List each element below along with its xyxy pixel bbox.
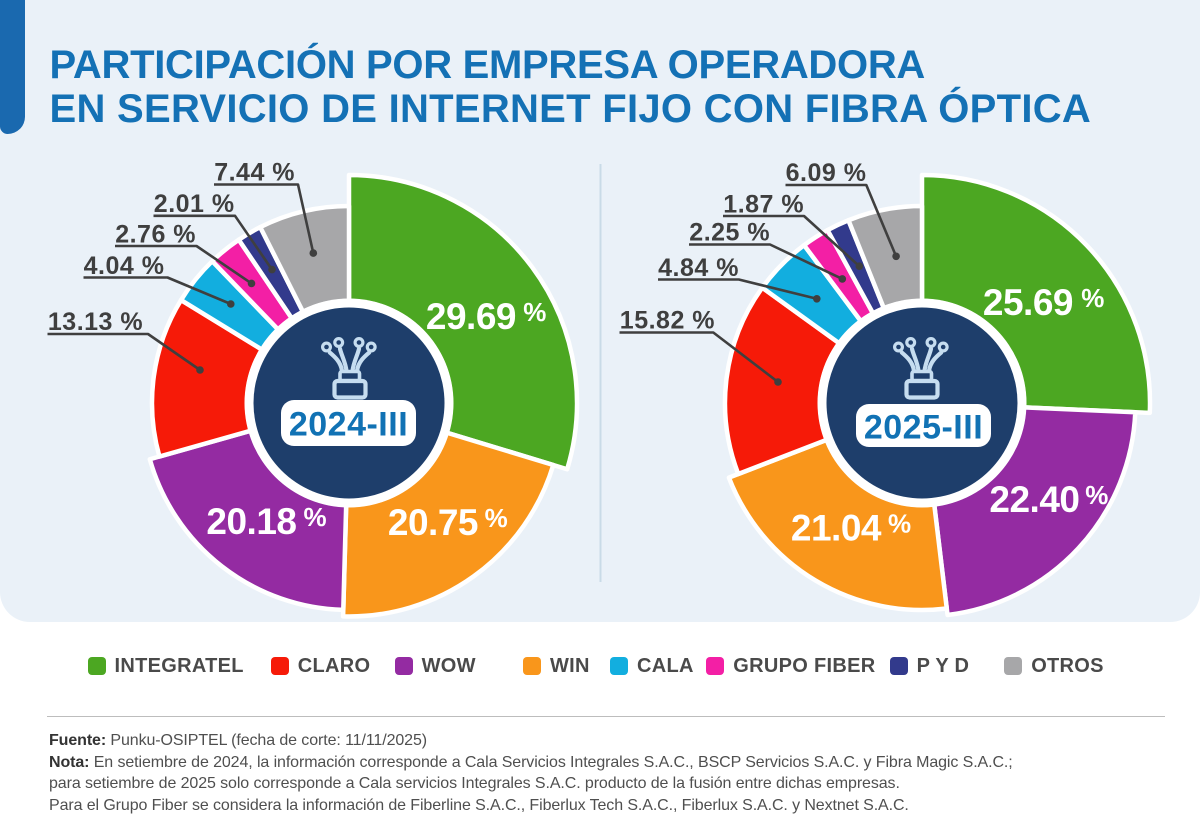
- svg-text:2025-III: 2025-III: [864, 409, 983, 447]
- svg-text:2.76 %: 2.76 %: [115, 220, 196, 248]
- svg-text:%: %: [304, 502, 327, 532]
- svg-text:25.69: 25.69: [983, 282, 1073, 323]
- svg-text:7.44 %: 7.44 %: [214, 159, 295, 187]
- svg-text:20.75: 20.75: [388, 502, 478, 543]
- svg-text:%: %: [1081, 283, 1104, 313]
- svg-text:%: %: [888, 509, 911, 539]
- svg-text:%: %: [485, 503, 508, 533]
- svg-text:22.40: 22.40: [989, 479, 1079, 520]
- svg-text:2024-III: 2024-III: [289, 406, 408, 444]
- svg-text:%: %: [523, 297, 546, 327]
- svg-text:29.69: 29.69: [426, 296, 516, 337]
- svg-text:1.87 %: 1.87 %: [723, 190, 804, 218]
- svg-text:15.82 %: 15.82 %: [620, 307, 715, 335]
- svg-text:6.09 %: 6.09 %: [786, 159, 867, 187]
- svg-text:2.01 %: 2.01 %: [154, 190, 235, 218]
- svg-text:2.25 %: 2.25 %: [689, 219, 770, 247]
- svg-text:%: %: [1085, 480, 1108, 510]
- svg-text:13.13 %: 13.13 %: [48, 308, 143, 336]
- svg-text:20.18: 20.18: [206, 501, 296, 542]
- svg-text:21.04: 21.04: [791, 508, 882, 549]
- svg-text:4.04 %: 4.04 %: [84, 252, 165, 280]
- svg-text:4.84 %: 4.84 %: [658, 254, 739, 282]
